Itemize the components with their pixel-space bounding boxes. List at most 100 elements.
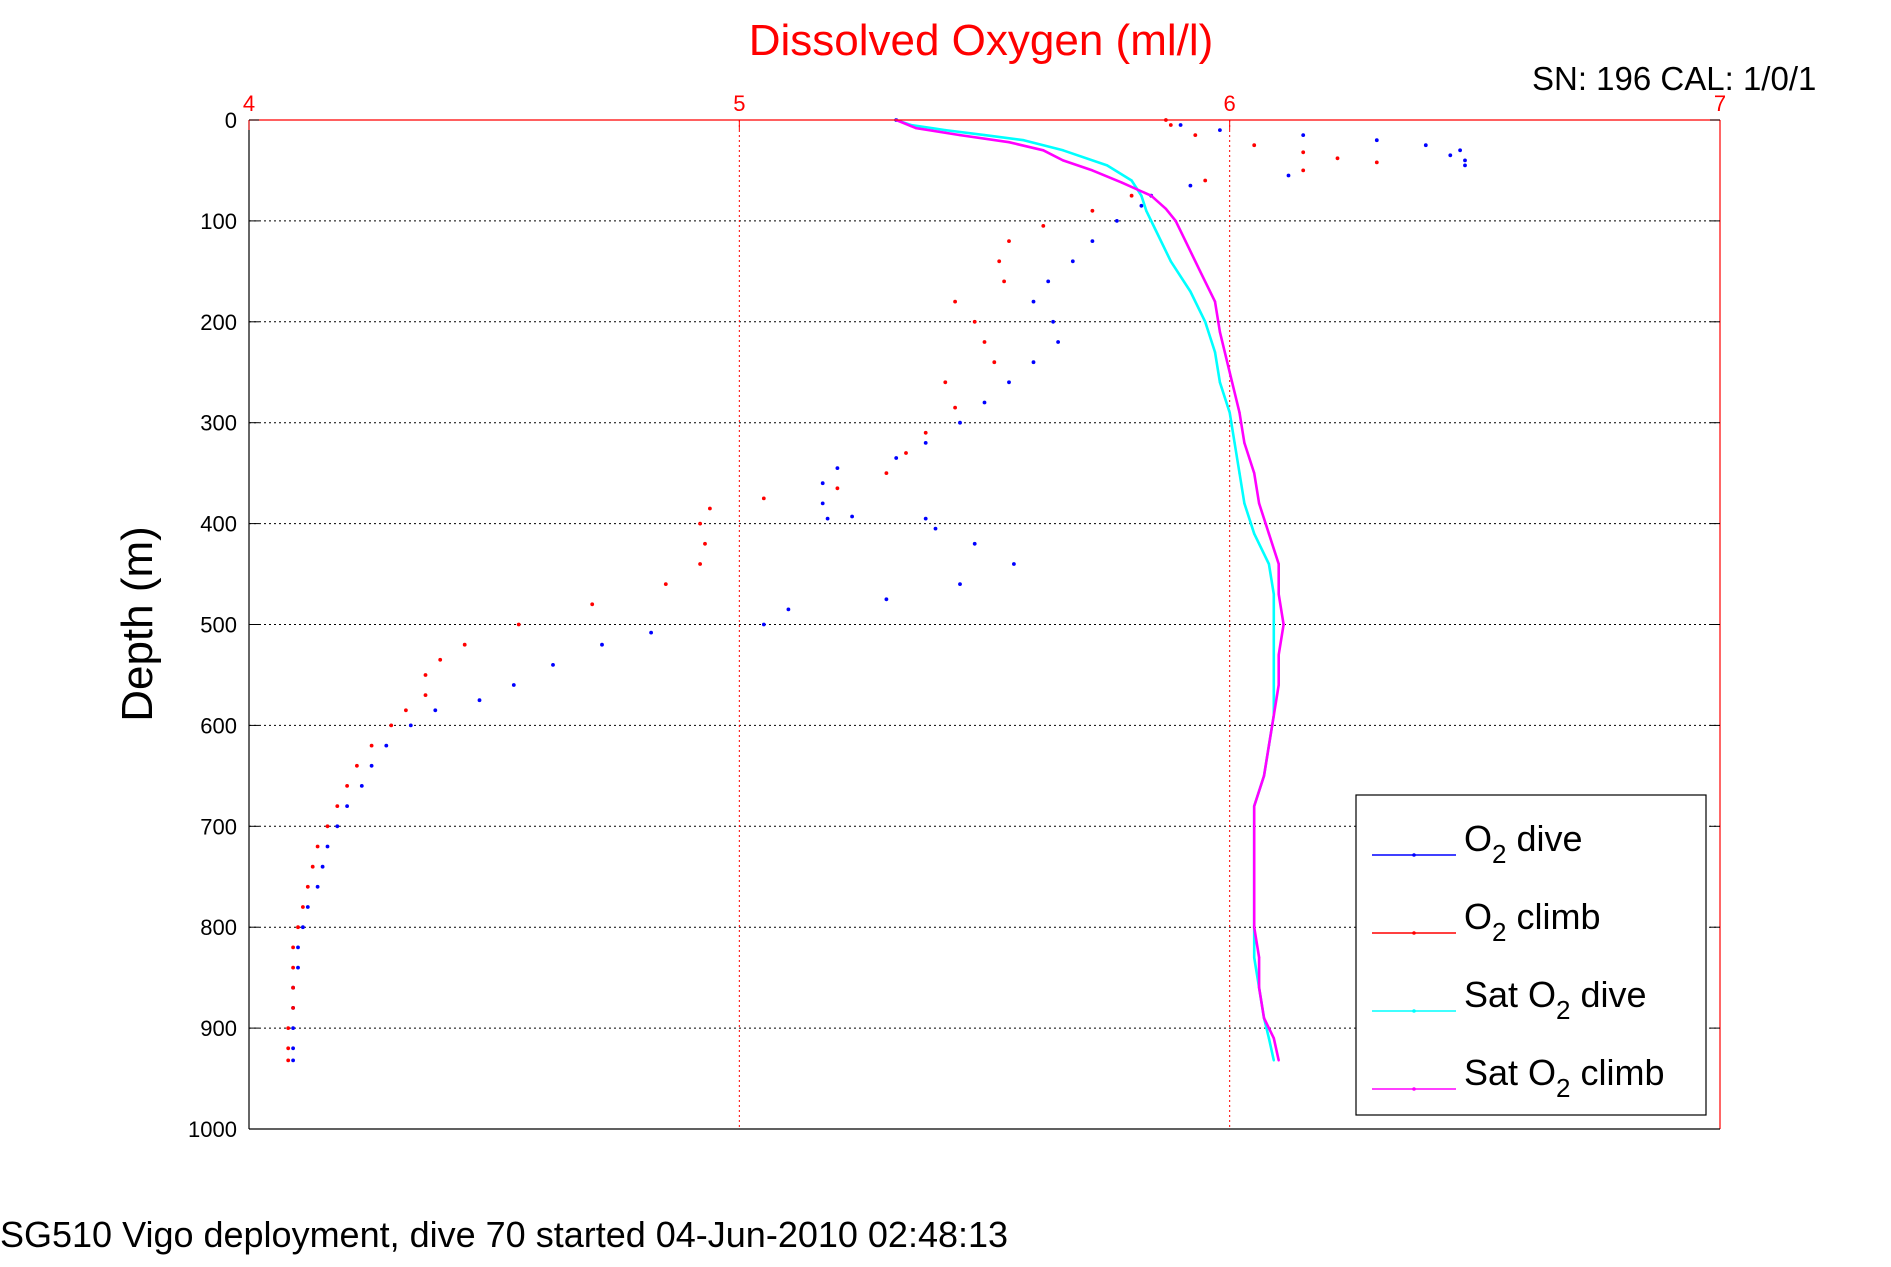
data-point	[1042, 149, 1045, 152]
data-point	[305, 905, 310, 909]
data-point	[1041, 224, 1046, 228]
data-point	[1105, 164, 1109, 167]
y-tick-label: 300	[200, 411, 237, 436]
y-tick-label: 100	[200, 209, 237, 234]
data-point	[1257, 956, 1261, 959]
data-point	[291, 1006, 295, 1010]
data-point	[1252, 143, 1257, 148]
data-point	[997, 259, 1002, 264]
data-point	[904, 451, 908, 455]
data-point	[1091, 169, 1094, 172]
data-point	[649, 630, 653, 635]
data-point	[291, 1046, 295, 1051]
data-point	[1228, 411, 1231, 414]
data-point	[884, 471, 889, 475]
data-point	[1154, 229, 1158, 233]
data-point	[291, 945, 295, 950]
legend-marker	[1412, 853, 1416, 857]
data-point	[325, 824, 330, 829]
data-point	[1218, 381, 1222, 384]
data-point	[1374, 160, 1379, 165]
data-point	[1012, 562, 1016, 566]
data-point	[884, 597, 889, 602]
y-tick-label: 600	[200, 713, 237, 738]
data-point	[933, 526, 938, 531]
y-tick-label: 200	[200, 310, 237, 335]
data-point	[1218, 128, 1222, 133]
data-point	[477, 698, 482, 703]
data-point	[972, 319, 977, 324]
data-point	[1458, 148, 1462, 153]
legend-item-sat-o2-climb: Sat O2 climb	[1372, 1052, 1665, 1103]
data-point	[315, 844, 320, 849]
data-point	[1007, 239, 1011, 244]
data-point	[1301, 168, 1306, 173]
data-point	[1007, 380, 1011, 385]
data-point	[1115, 219, 1119, 223]
data-point	[1282, 623, 1285, 626]
data-point	[983, 133, 986, 137]
data-point	[355, 763, 359, 768]
data-point	[1463, 163, 1467, 168]
data-point	[296, 965, 300, 970]
x-tick-label: 5	[733, 91, 745, 116]
series-line-sat-o2-dive	[895, 118, 1276, 1061]
top-right-note: SN: 196 CAL: 1/0/1	[1532, 60, 1816, 97]
data-point	[761, 622, 766, 627]
data-point	[1257, 986, 1261, 989]
data-point	[1031, 299, 1036, 304]
data-point	[1061, 159, 1065, 162]
data-point	[1272, 623, 1276, 626]
data-point	[335, 804, 340, 808]
data-point	[305, 884, 310, 889]
data-point	[1007, 141, 1011, 144]
y-tick-label: 900	[200, 1016, 237, 1041]
data-point	[958, 582, 962, 586]
data-point	[301, 925, 305, 930]
data-point	[1448, 153, 1453, 158]
data-point	[992, 360, 997, 365]
y-tick-label: 0	[225, 108, 237, 133]
series-o2-climb	[286, 118, 1379, 1063]
data-point	[345, 784, 349, 788]
series-o2-dive	[291, 118, 1467, 1063]
data-point	[953, 299, 957, 304]
data-point	[1253, 532, 1256, 535]
data-point	[291, 965, 295, 970]
legend-label: O2 dive	[1464, 818, 1583, 869]
data-point	[1267, 532, 1271, 535]
data-point	[315, 884, 320, 889]
data-point	[953, 405, 957, 410]
data-point	[786, 607, 791, 612]
data-point	[600, 642, 604, 647]
data-point	[1061, 149, 1065, 152]
data-point	[1253, 926, 1256, 929]
data-point	[663, 582, 668, 586]
data-point	[1090, 208, 1095, 213]
series-layer	[286, 118, 1467, 1063]
data-point	[923, 441, 928, 445]
data-point	[438, 657, 443, 662]
x-tick-label: 4	[243, 91, 255, 116]
data-point	[1286, 173, 1291, 178]
chart-title: Dissolved Oxygen (ml/l)	[749, 16, 1214, 65]
y-tick-label: 800	[200, 915, 237, 940]
data-point	[1277, 653, 1280, 656]
data-point	[286, 1058, 291, 1063]
data-point	[423, 693, 428, 697]
data-point	[708, 506, 712, 511]
data-point	[1272, 593, 1276, 596]
data-point	[1140, 194, 1143, 197]
data-point	[1130, 179, 1133, 182]
data-point	[1051, 319, 1055, 324]
data-point	[335, 824, 340, 829]
data-point	[1272, 683, 1276, 687]
legend-item-o2-dive: O2 dive	[1372, 818, 1583, 869]
data-point	[698, 562, 702, 566]
data-point	[1213, 350, 1217, 354]
data-point	[1335, 156, 1340, 161]
data-point	[590, 602, 595, 607]
data-point	[1243, 441, 1246, 445]
data-point	[1374, 138, 1379, 143]
data-point	[404, 708, 408, 713]
